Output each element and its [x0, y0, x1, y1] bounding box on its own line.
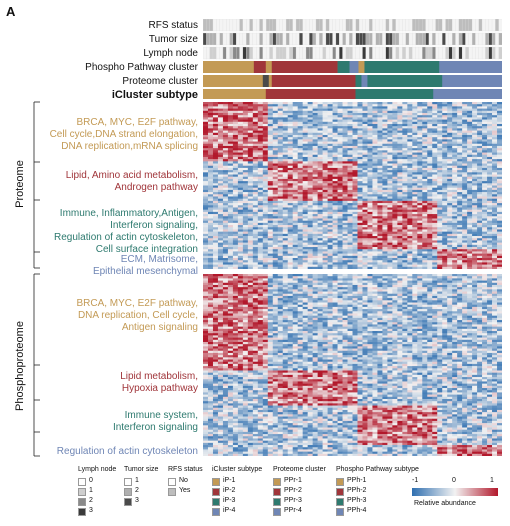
scale-title: Relative abundance	[414, 500, 476, 507]
track-label-phospho-cluster: Phospho Pathway cluster	[85, 62, 198, 73]
phospho-group-1: BRCA, MYC, E2F pathway, DNA replication,…	[76, 298, 198, 333]
track-label-lymph-node: Lymph node	[143, 48, 198, 59]
proteome-group-1: BRCA, MYC, E2F pathway, Cell cycle,DNA s…	[49, 117, 198, 152]
proteome-group-4: ECM, Matrisome, Epithelial mesenchymal	[92, 254, 198, 277]
proteome-section-label: Proteome	[14, 160, 26, 208]
phosphoproteome-heatmap	[203, 274, 502, 456]
legend-lymph-node: Lymph node 0 1 2 3	[78, 466, 117, 516]
annotation-tracks	[203, 19, 502, 99]
phosphoproteome-section-label: Phosphoproteome	[14, 321, 26, 411]
panel-letter: A	[6, 4, 16, 19]
color-scale-bar	[412, 488, 498, 496]
legend-proteome-cluster: Proteome cluster PPr-1 PPr-2 PPr-3 PPr-4	[273, 466, 326, 516]
legend-tumor-size: Tumor size 1 2 3	[124, 466, 159, 506]
phospho-group-2: Lipid metabolism, Hypoxia pathway	[120, 371, 198, 394]
scale-min-label: -1	[412, 477, 419, 484]
track-label-tumor-size: Tumor size	[148, 34, 198, 45]
track-label-rfs: RFS status	[148, 20, 198, 31]
phospho-group-4: Regulation of actin cytoskeleton	[56, 446, 198, 457]
legend-swatch	[78, 478, 86, 486]
track-label-icluster: iCluster subtype	[111, 89, 198, 101]
legend-rfs-status: RFS status No Yes	[168, 466, 203, 496]
proteome-group-3: Immune, Inflammatory,Antigen, Interferon…	[54, 208, 198, 255]
legend-phospho-subtype: Phospho Pathway subtype PPh-1 PPh-2 PPh-…	[336, 466, 419, 516]
legend-icluster: iCluster subtype iP-1 iP-2 iP-3 iP-4	[212, 466, 263, 516]
proteome-group-2: Lipid, Amino acid metabolism, Androgen p…	[65, 170, 198, 193]
phospho-group-3: Immune system, Interferon signaling	[112, 410, 198, 433]
scale-mid-label: 0	[452, 477, 456, 484]
track-label-proteome-cluster: Proteome cluster	[122, 76, 198, 87]
scale-max-label: 1	[490, 477, 494, 484]
section-brackets	[33, 101, 40, 457]
proteome-heatmap	[203, 102, 502, 269]
